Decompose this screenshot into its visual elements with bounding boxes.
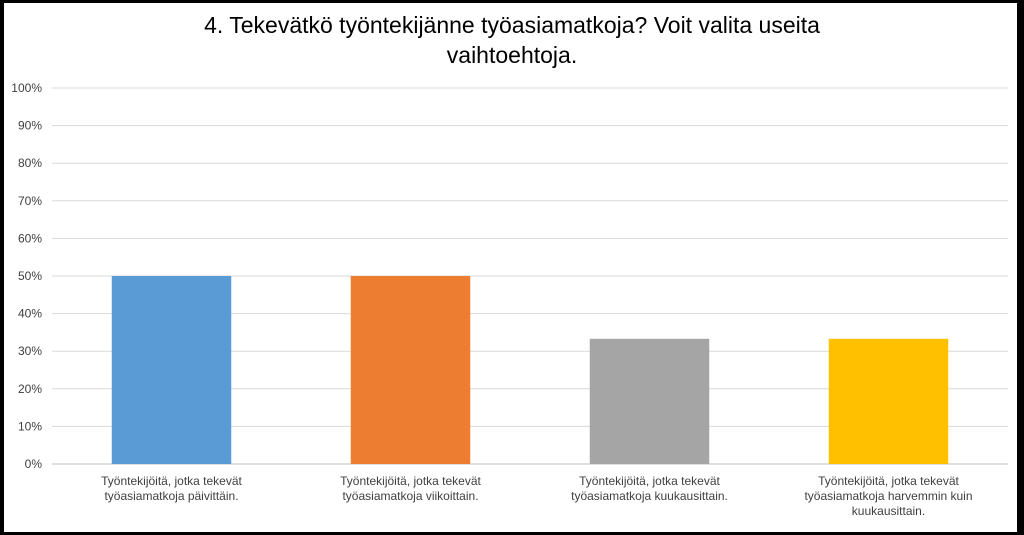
y-tick-label: 50% <box>18 269 42 283</box>
x-category-label-line: työasiamatkoja kuukausittain. <box>571 489 728 503</box>
chart-title-line-1: 4. Tekevätkö työntekijänne työasiamatkoj… <box>204 12 820 38</box>
x-category-label-line: Työntekijöitä, jotka tekevät <box>101 474 242 488</box>
y-tick-label: 90% <box>18 119 42 133</box>
y-tick-label: 20% <box>18 382 42 396</box>
x-category-label-line: kuukausittain. <box>852 504 925 518</box>
x-category-label-line: Työntekijöitä, jotka tekevät <box>340 474 481 488</box>
y-tick-label: 60% <box>18 231 42 245</box>
y-tick-label: 30% <box>18 344 42 358</box>
y-tick-label: 70% <box>18 194 42 208</box>
x-category-label-line: työasiamatkoja viikoittain. <box>342 489 478 503</box>
y-tick-label: 10% <box>18 419 42 433</box>
x-category-label: Työntekijöitä, jotka tekevät työasiamatko… <box>571 474 728 503</box>
y-tick-label: 0% <box>25 457 43 471</box>
bar <box>111 276 232 464</box>
x-category-label-line: Työntekijöitä, jotka tekevät <box>818 474 959 488</box>
x-category-label-line: Työntekijöitä, jotka tekevät <box>579 474 720 488</box>
y-tick-label: 100% <box>11 81 42 95</box>
x-category-label-line: työasiamatkoja päivittäin. <box>104 489 238 503</box>
x-category-label: Työntekijöitä, jotka tekevät työasiamatko… <box>340 474 481 503</box>
y-tick-label: 80% <box>18 156 42 170</box>
y-tick-label: 40% <box>18 307 42 321</box>
x-category-label: Työntekijöitä, jotka tekevät työasiamatko… <box>101 474 242 503</box>
bar <box>589 338 710 464</box>
bar <box>828 338 949 464</box>
chart-title-line-2: vaihtoehtoja. <box>446 42 578 68</box>
bar <box>350 276 471 464</box>
x-category-label: Työntekijöitä, jotka tekevät työasiamatko… <box>804 474 972 518</box>
chart-title: 4. Tekevätkö työntekijänne työasiamatkoj… <box>0 10 1024 70</box>
x-category-label-line: työasiamatkoja harvemmin kuin <box>804 489 972 503</box>
